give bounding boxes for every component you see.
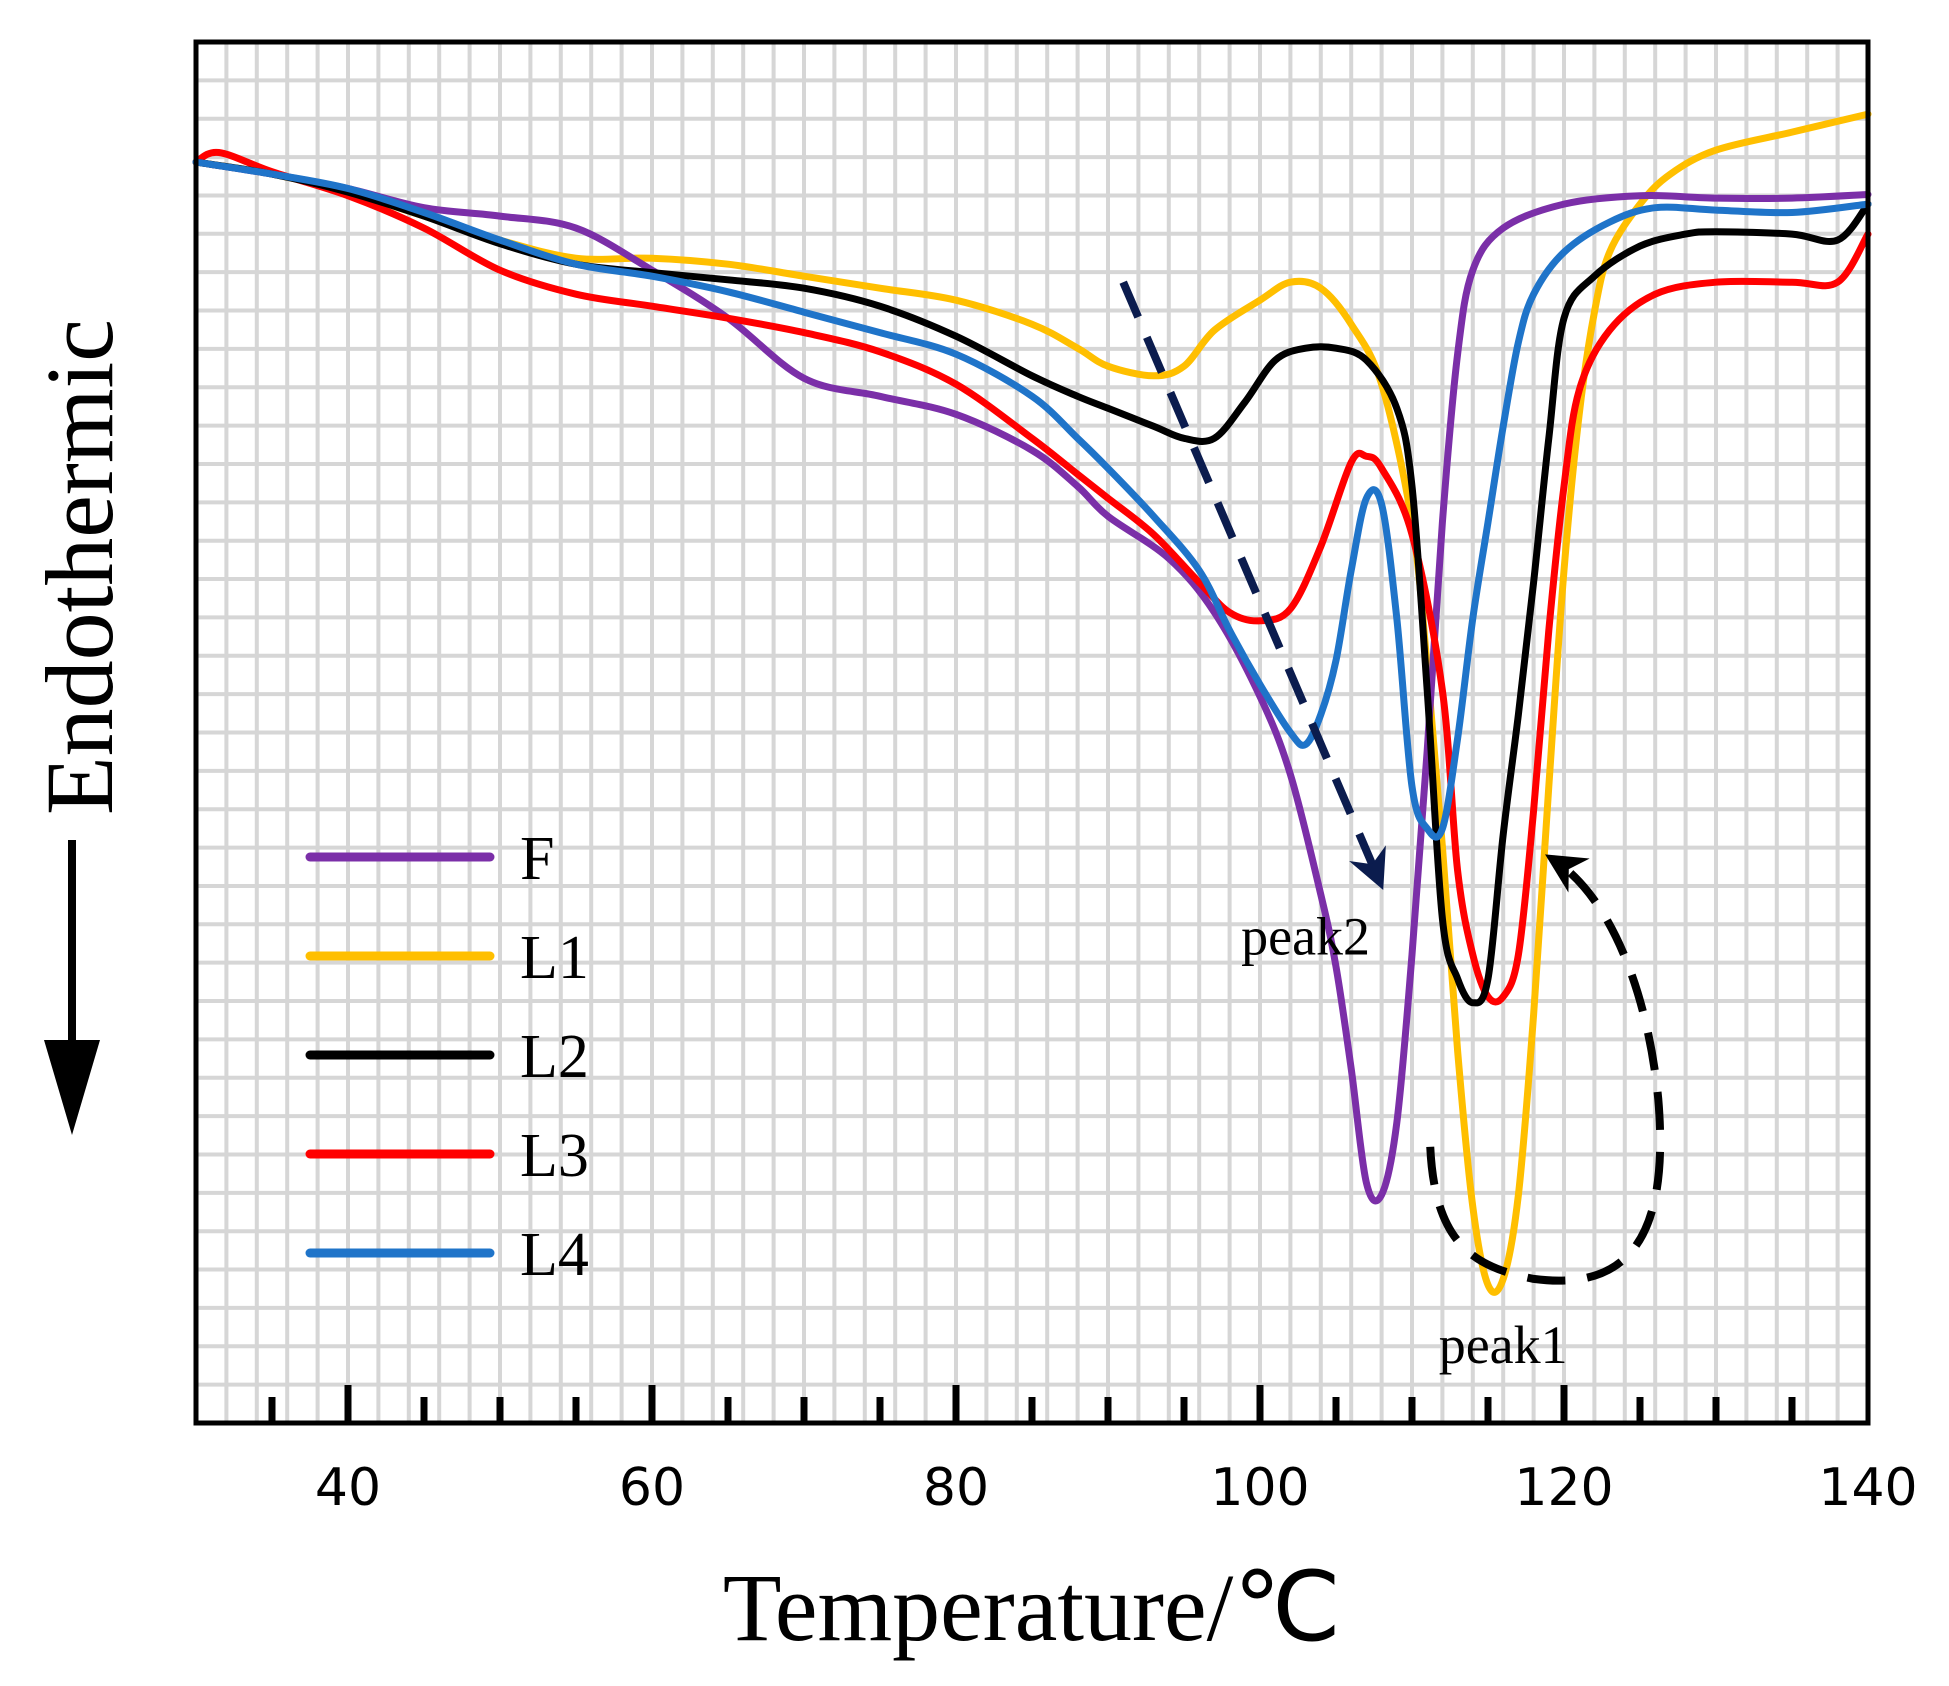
x-tick-label: 100 <box>1210 1458 1309 1518</box>
peak1-arrow <box>1426 854 1665 1285</box>
x-axis-title: Temperature/℃ <box>723 1554 1341 1661</box>
grid <box>196 42 1868 1423</box>
legend-label-l4: L4 <box>520 1221 589 1289</box>
x-tick-label: 40 <box>315 1458 381 1518</box>
x-axis-ticks: 40 60 80 100 120 140 <box>268 1385 1918 1518</box>
y-down-arrow-head <box>44 1040 100 1135</box>
legend-label-l3: L3 <box>520 1122 589 1190</box>
series-lines <box>192 110 1872 1296</box>
x-tick-label: 80 <box>923 1458 989 1518</box>
x-tick-label: 140 <box>1818 1458 1917 1518</box>
legend-label-l2: L2 <box>520 1023 589 1091</box>
annotations: peak2 peak1 <box>1119 280 1665 1375</box>
x-tick-label: 60 <box>619 1458 685 1518</box>
annotation-peak2: peak2 <box>1241 907 1370 967</box>
peak2-arrow <box>1119 280 1386 890</box>
y-axis-title: Endothermic <box>26 319 133 815</box>
series-line-l4 <box>192 158 1872 841</box>
series-line-l2 <box>192 158 1872 1007</box>
legend-label-l1: L1 <box>520 924 589 992</box>
y-axis-title-group: Endothermic <box>26 319 133 815</box>
x-tick-label: 120 <box>1514 1458 1613 1518</box>
legend: F L1 L2 L3 L4 <box>44 825 589 1289</box>
legend-label-f: F <box>520 825 554 893</box>
annotation-peak1: peak1 <box>1439 1315 1568 1375</box>
series-line-l3 <box>192 148 1872 1006</box>
